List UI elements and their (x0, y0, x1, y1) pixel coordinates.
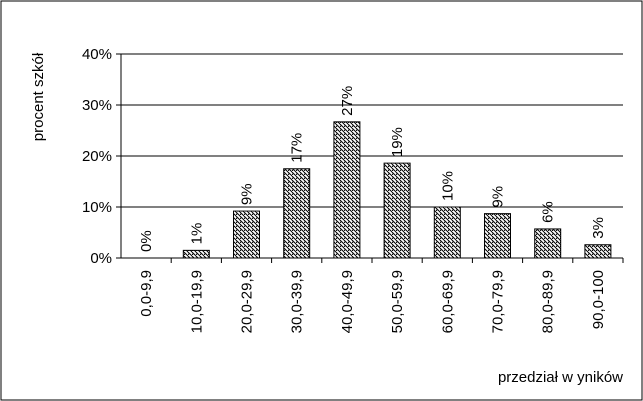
bar (584, 244, 612, 259)
y-axis-title: procent szkół (30, 52, 47, 141)
data-label: 6% (540, 201, 557, 223)
bar (433, 206, 461, 259)
x-tick-label: 50,0-59,9 (389, 270, 406, 333)
x-tick-label: 30,0-39,9 (289, 270, 306, 333)
y-tick-labels: 0% 10% 20% 30% 40% (82, 46, 112, 267)
bar (233, 210, 260, 259)
data-label: 19% (389, 127, 406, 157)
bar (283, 168, 311, 259)
data-label: 10% (439, 171, 456, 201)
x-tick-label: 0,0-9,9 (138, 270, 155, 317)
data-label: 3% (590, 217, 607, 239)
y-tick-label: 40% (82, 46, 112, 63)
data-labels: 0% 1% 9% 17% 27% 19% 10% 9% 6% 3% (138, 86, 607, 252)
x-tick-labels: 0,0-9,9 10,0-19,9 20,0-29,9 30,0-39,9 40,0-4… (138, 270, 607, 333)
y-tick-label: 0% (90, 250, 112, 267)
bar (383, 162, 411, 259)
x-tick-label: 90,0-100 (590, 270, 607, 329)
x-tick-label: 20,0-29,9 (239, 270, 256, 333)
x-axis-title: przedział w yników (498, 369, 623, 386)
bar (182, 249, 210, 259)
x-tick-label: 70,0-79,9 (490, 270, 507, 333)
data-label: 27% (339, 86, 356, 116)
y-tick-label: 10% (82, 199, 112, 216)
axes (116, 53, 624, 263)
bar (484, 213, 511, 259)
x-tick-label: 60,0-69,9 (439, 270, 456, 333)
x-tick-label: 10,0-19,9 (188, 270, 205, 333)
data-label: 17% (289, 133, 306, 163)
y-tick-label: 30% (82, 97, 112, 114)
data-label: 0% (138, 230, 155, 252)
x-tick-label: 80,0-89,9 (540, 270, 557, 333)
data-label: 1% (188, 223, 205, 245)
data-label: 9% (490, 186, 507, 208)
x-tick-label: 40,0-49,9 (339, 270, 356, 333)
y-tick-label: 20% (82, 148, 112, 165)
bar (333, 121, 361, 259)
gridlines (121, 53, 623, 208)
data-label: 9% (239, 183, 256, 205)
bar (534, 228, 562, 259)
